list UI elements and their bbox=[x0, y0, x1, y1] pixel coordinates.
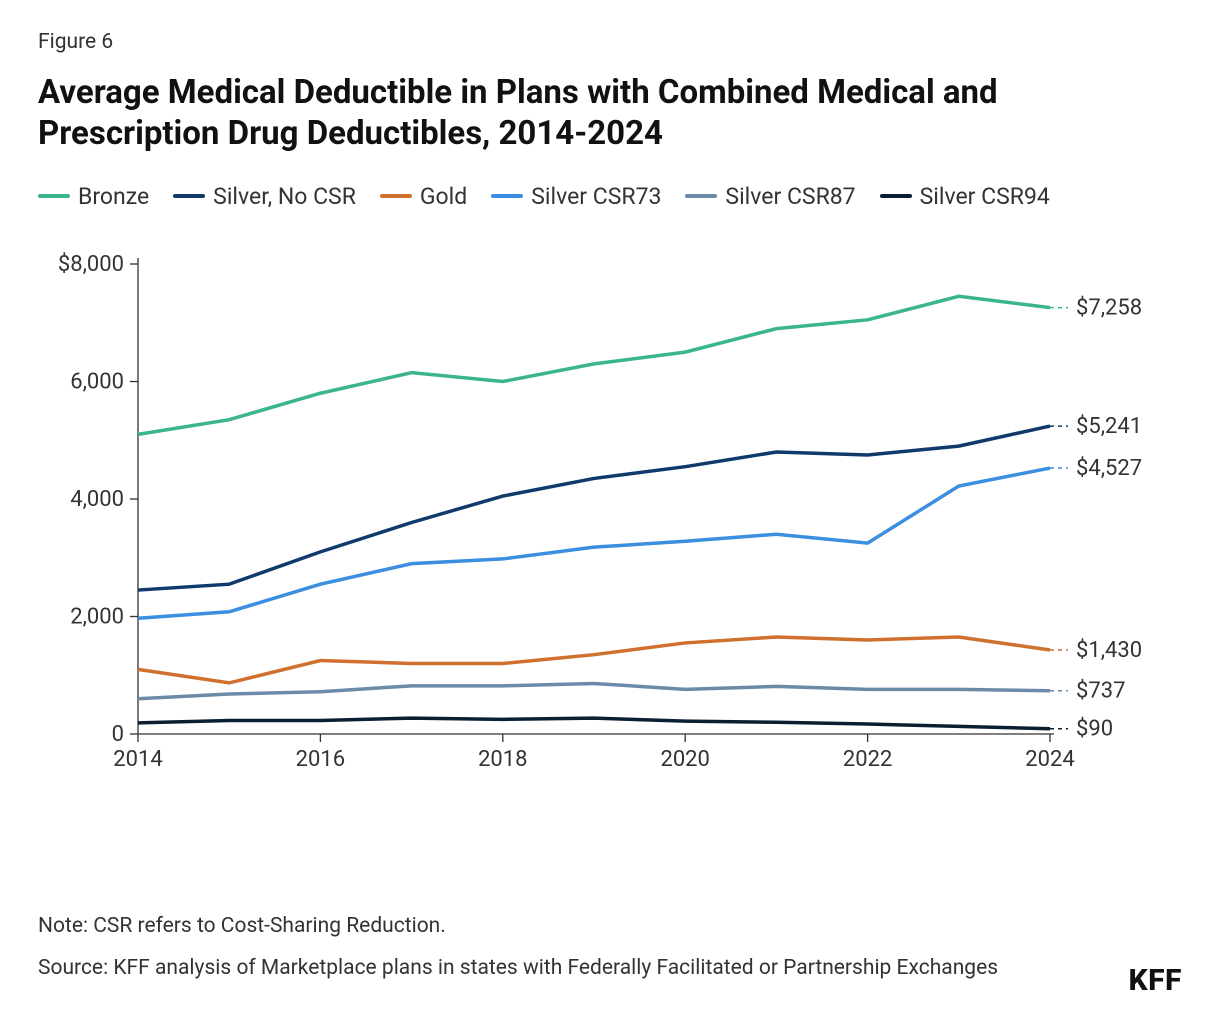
series-line bbox=[138, 468, 1050, 618]
line-chart: 0 2,000 4,000 6,000 $8,000 2014 2016 2018 2020 20… bbox=[38, 244, 1182, 784]
legend-label: Silver CSR87 bbox=[725, 177, 855, 216]
series-line bbox=[138, 296, 1050, 434]
chart-title: Average Medical Deductible in Plans with… bbox=[38, 72, 1182, 155]
series-end-label: $5,241 bbox=[1076, 414, 1142, 439]
legend-swatch bbox=[38, 194, 70, 198]
svg-text:2,000: 2,000 bbox=[70, 604, 124, 629]
series-line bbox=[138, 683, 1050, 698]
brand-logo: KFF bbox=[1128, 963, 1182, 998]
legend-swatch bbox=[491, 194, 523, 198]
series-end-label: $1,430 bbox=[1076, 638, 1142, 663]
legend-item: Silver CSR73 bbox=[491, 177, 661, 216]
series-end-label: $90 bbox=[1076, 716, 1113, 741]
legend-label: Silver CSR94 bbox=[920, 177, 1050, 216]
svg-text:2020: 2020 bbox=[660, 747, 709, 772]
series-end-label: $4,527 bbox=[1076, 456, 1142, 481]
svg-text:2014: 2014 bbox=[113, 747, 162, 772]
figure-number: Figure 6 bbox=[38, 30, 1182, 54]
legend-label: Silver CSR73 bbox=[531, 177, 661, 216]
series-end-label: $737 bbox=[1076, 678, 1125, 703]
svg-text:2022: 2022 bbox=[843, 747, 892, 772]
legend-swatch bbox=[685, 194, 717, 198]
chart-legend: Bronze Silver, No CSR Gold Silver CSR73 Silv… bbox=[38, 177, 1182, 216]
legend-item: Bronze bbox=[38, 177, 149, 216]
legend-label: Silver, No CSR bbox=[213, 177, 356, 216]
chart-source: Source: KFF analysis of Marketplace plan… bbox=[38, 953, 1182, 985]
legend-item: Silver CSR94 bbox=[880, 177, 1050, 216]
legend-swatch bbox=[173, 194, 205, 198]
legend-swatch bbox=[380, 194, 412, 198]
svg-text:2016: 2016 bbox=[296, 747, 345, 772]
svg-text:2024: 2024 bbox=[1025, 747, 1074, 772]
legend-item: Silver CSR87 bbox=[685, 177, 855, 216]
legend-label: Bronze bbox=[78, 177, 149, 216]
svg-text:$8,000: $8,000 bbox=[58, 252, 124, 277]
legend-item: Silver, No CSR bbox=[173, 177, 356, 216]
legend-swatch bbox=[880, 194, 912, 198]
series-line bbox=[138, 426, 1050, 590]
svg-text:0: 0 bbox=[112, 722, 124, 747]
svg-text:2018: 2018 bbox=[478, 747, 527, 772]
legend-label: Gold bbox=[420, 177, 467, 216]
svg-text:6,000: 6,000 bbox=[70, 369, 124, 394]
legend-item: Gold bbox=[380, 177, 467, 216]
series-line bbox=[138, 637, 1050, 683]
chart-footer: Note: CSR refers to Cost-Sharing Reducti… bbox=[38, 911, 1182, 994]
series-line bbox=[138, 718, 1050, 729]
series-end-label: $7,258 bbox=[1076, 295, 1142, 320]
chart-note: Note: CSR refers to Cost-Sharing Reducti… bbox=[38, 911, 1182, 943]
svg-text:4,000: 4,000 bbox=[70, 487, 124, 512]
chart-svg: 0 2,000 4,000 6,000 $8,000 2014 2016 2018 2020 20… bbox=[38, 244, 1182, 784]
